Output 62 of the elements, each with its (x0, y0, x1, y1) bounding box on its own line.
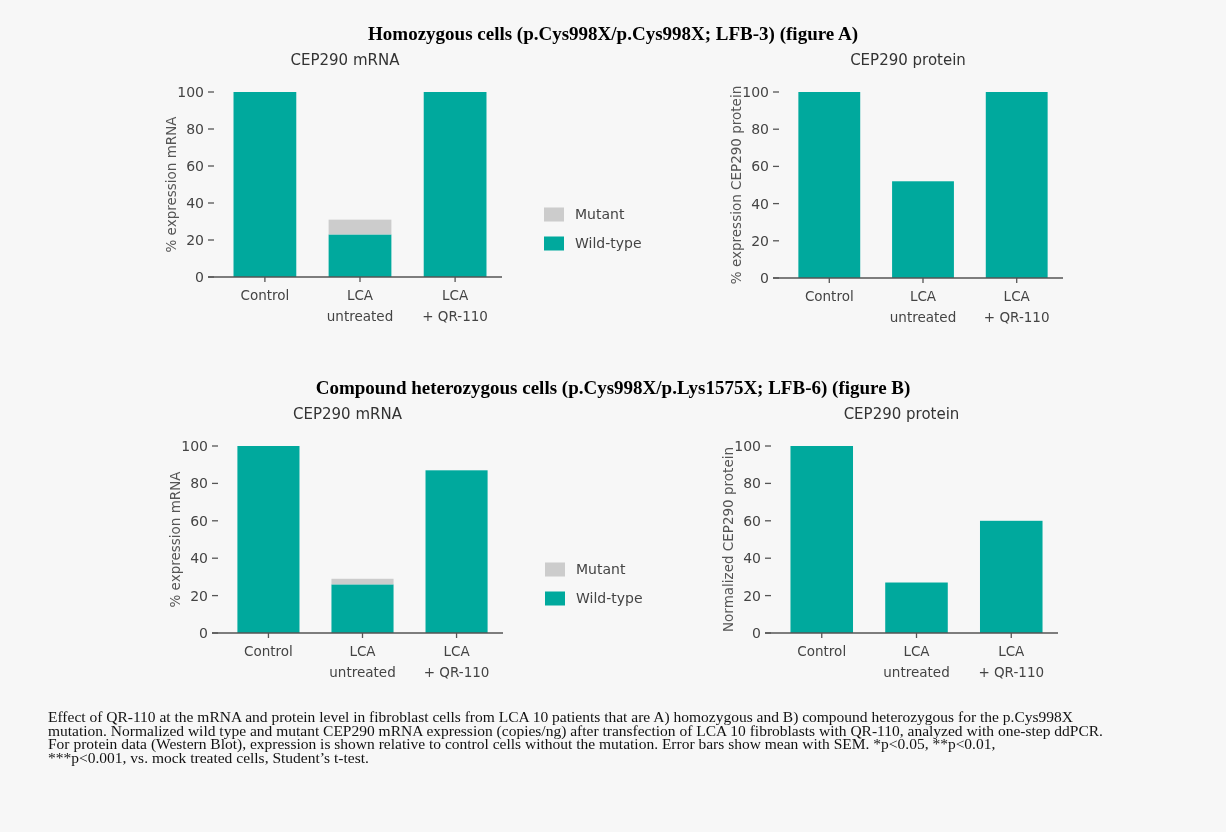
bar (328, 234, 392, 277)
y-tick-label: 20 (751, 232, 769, 249)
y-axis-title: % expression CEP290 protein (728, 85, 744, 285)
x-tick-label: LCA untreated (889, 288, 957, 325)
x-tick-label: Control (804, 288, 854, 304)
legend-label: Wild-type (575, 235, 642, 252)
legend-label: Mutant (575, 206, 625, 223)
bar (790, 446, 854, 633)
y-tick-label: 100 (181, 437, 208, 454)
chart-subtitle: CEP290 protein (850, 51, 966, 69)
y-tick-label: 60 (751, 158, 769, 175)
y-axis-title: Normalized CEP290 protein (720, 447, 736, 632)
bar (425, 470, 488, 633)
y-tick-label: 100 (177, 83, 204, 100)
bar (423, 92, 487, 277)
y-tick-label: 100 (734, 437, 761, 454)
x-tick-label: LCA untreated (326, 287, 394, 324)
x-tick-label: LCA untreated (883, 643, 950, 680)
chart-subtitle: CEP290 mRNA (293, 405, 403, 423)
y-axis-title: % expression mRNA (163, 115, 179, 253)
bar (885, 582, 948, 633)
bar (328, 219, 392, 235)
chart-subtitle: CEP290 protein (843, 405, 960, 423)
bar (331, 584, 394, 633)
bar (233, 92, 297, 277)
y-tick-label: 40 (751, 195, 769, 212)
legend-label: Wild-type (576, 590, 643, 607)
text: Compound heterozygous cells (p.Cys998X/p.Lys1575X; LFB-6) (figure B) (315, 377, 911, 399)
legend-label: Mutant (576, 561, 626, 578)
y-tick-label: 80 (190, 475, 208, 492)
y-tick-label: 60 (186, 157, 204, 174)
chart-subtitle: CEP290 mRNA (290, 51, 401, 69)
text: Homozygous cells (p.Cys998X/p.Cys998X; LFB-3) (figure A) (368, 23, 858, 45)
y-tick-label: 0 (199, 624, 208, 641)
y-tick-label: 100 (742, 83, 769, 100)
y-tick-label: 80 (751, 121, 769, 138)
y-tick-label: 60 (190, 512, 208, 529)
x-tick-label: Control (797, 643, 847, 659)
y-tick-label: 40 (186, 194, 204, 211)
y-tick-label: 0 (752, 624, 761, 641)
bar (331, 578, 394, 585)
y-tick-label: 80 (186, 120, 204, 137)
y-tick-label: 60 (743, 512, 761, 529)
y-axis-title: % expression mRNA (167, 470, 183, 608)
x-tick-label: LCA + QR-110 (422, 287, 488, 324)
x-tick-label: LCA untreated (329, 643, 396, 680)
x-tick-label: Control (244, 643, 293, 659)
y-tick-label: 0 (195, 268, 204, 285)
y-tick-label: 40 (743, 550, 761, 567)
y-tick-label: 20 (743, 587, 761, 604)
y-tick-label: 0 (760, 269, 769, 286)
y-tick-label: 20 (190, 587, 208, 604)
text: Effect of QR-110 at the mRNA and protein level in fibroblast cells from LCA 10 patients that are A) homozygous and B) compound heterozygous for the p.Cys998X mutation. Normalized wild type and mutant CEP290 mRNA expression (copies/ng) after transfection of LCA 10 fibroblasts with QR-110, analyzed with one-step ddPCR. For protein data (Western Blot), expression is shown relative to control cells without the mutation. Error bars show mean with SEM. *p<0.05, **p<0.01, ***p<0.001, vs. mock treated cells, Student’s t-test. (48, 708, 1103, 766)
x-tick-label: Control (240, 287, 290, 303)
bar (979, 520, 1043, 633)
x-tick-label: LCA + QR-110 (983, 288, 1050, 325)
x-tick-label: LCA + QR-110 (423, 643, 490, 680)
y-tick-label: 20 (186, 231, 204, 248)
y-tick-label: 80 (743, 475, 761, 492)
y-tick-label: 40 (190, 550, 208, 567)
x-tick-label: LCA + QR-110 (978, 643, 1045, 680)
bar (237, 446, 300, 633)
